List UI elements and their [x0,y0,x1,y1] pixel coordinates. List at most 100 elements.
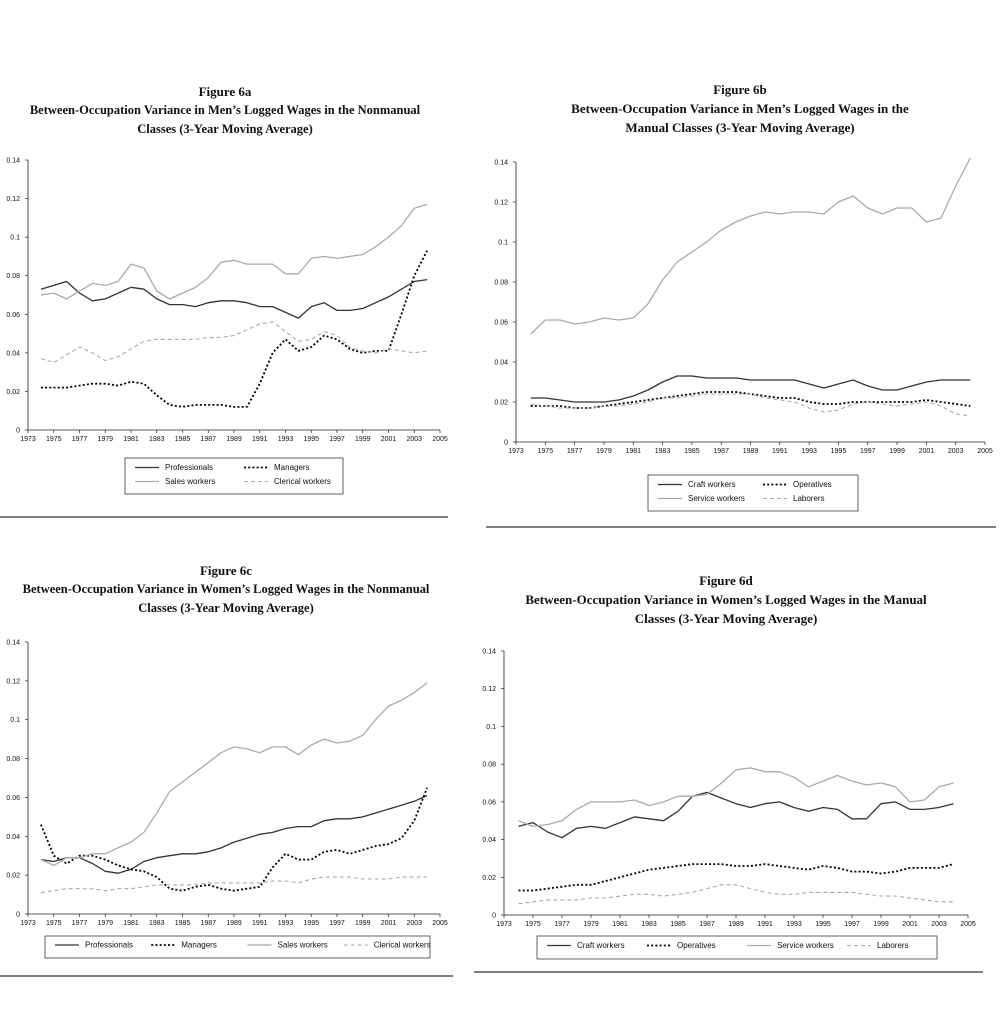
series-line-clerical-workers [40,321,428,364]
x-tick-label: 1999 [355,920,371,927]
x-tick-label: 1997 [329,920,345,927]
x-tick-label: 2001 [381,920,397,927]
legend-label: Craft workers [688,480,736,489]
y-tick-label: 0 [16,912,20,919]
x-tick-label: 1989 [728,921,744,928]
x-tick-label: 2005 [432,920,448,927]
x-tick-label: 2005 [432,436,448,443]
y-tick-label: 0.04 [482,837,496,844]
x-tick-label: 1973 [496,921,512,928]
y-tick-label: 0.08 [6,756,20,763]
y-tick-label: 0.12 [6,678,20,685]
y-tick-label: 0.02 [6,389,20,396]
series-line-managers [40,787,428,892]
x-tick-label: 1977 [554,921,570,928]
legend-label: Laborers [877,941,909,950]
legend-label: Managers [181,941,217,950]
x-tick-label: 2003 [406,436,422,443]
x-tick-label: 1973 [20,920,36,927]
chart-0: 0 0.02 0.04 0.06 0.08 0.1 0.12 0.14 1973 1975 1977… [0,158,448,518]
x-tick-label: 2003 [406,920,422,927]
x-tick-label: 1995 [815,921,831,928]
x-tick-label: 1977 [567,448,583,455]
y-tick-label: 0.14 [6,158,20,165]
y-tick-label: 0.04 [6,350,20,357]
x-tick-label: 1989 [743,448,759,455]
x-tick-label: 1987 [699,921,715,928]
x-tick-label: 1995 [831,448,847,455]
x-tick-label: 2001 [381,436,397,443]
series-line-service-workers [518,767,954,828]
y-tick-label: 0.08 [6,273,20,280]
legend-box [44,935,431,959]
x-tick-label: 1999 [355,436,371,443]
y-tick-label: 0.06 [6,795,20,802]
series-line-craft-workers [518,791,954,839]
x-tick-label: 2003 [931,921,947,928]
x-tick-label: 1989 [226,920,242,927]
series-line-laborers [530,393,971,417]
x-tick-label: 1999 [889,448,905,455]
x-tick-label: 1983 [149,920,165,927]
x-tick-label: 1987 [200,920,216,927]
series-line-laborers [518,884,954,905]
series-line-sales-workers [40,203,428,300]
x-tick-label: 1995 [303,436,319,443]
x-tick-label: 1979 [97,920,113,927]
x-tick-label: 1973 [508,448,524,455]
chart-3: 0 0.02 0.04 0.06 0.08 0.1 0.12 0.14 1973 1975 1977… [474,649,983,973]
y-tick-label: 0.12 [494,200,508,207]
x-tick-label: 1987 [713,448,729,455]
series-line-operatives [518,863,954,892]
legend-label: Managers [274,463,310,472]
y-tick-label: 0.1 [486,724,496,731]
legend-box [536,935,938,960]
x-tick-label: 1979 [583,921,599,928]
x-tick-label: 1977 [72,436,88,443]
x-tick-label: 1977 [72,920,88,927]
series-line-professionals [40,794,428,874]
y-tick-label: 0.08 [482,762,496,769]
y-tick-label: 0 [16,428,20,435]
x-tick-label: 1979 [97,436,113,443]
x-tick-label: 2003 [948,448,964,455]
legend-label: Professionals [165,463,213,472]
y-tick-label: 0.14 [494,160,508,167]
series-line-craft-workers [530,375,971,403]
x-tick-label: 1975 [46,436,62,443]
legend-label: Professionals [85,941,133,950]
x-tick-label: 1975 [538,448,554,455]
x-tick-label: 1993 [278,920,294,927]
legend-label: Operatives [793,480,832,489]
series-line-service-workers [530,157,971,335]
x-tick-label: 1997 [329,436,345,443]
x-tick-label: 2005 [977,448,993,455]
legend-box [124,457,344,495]
x-tick-label: 1983 [641,921,657,928]
y-tick-label: 0.14 [6,640,20,647]
series-line-clerical-workers [40,876,428,894]
x-tick-label: 2001 [902,921,918,928]
legend-label: Service workers [688,494,745,503]
y-tick-label: 0.02 [482,875,496,882]
x-tick-label: 1981 [123,436,139,443]
legend-label: Laborers [793,494,825,503]
y-tick-label: 0.06 [6,312,20,319]
y-tick-label: 0.1 [10,235,20,242]
x-tick-label: 1991 [252,436,268,443]
x-tick-label: 1983 [655,448,671,455]
legend-box [647,474,859,512]
x-tick-label: 1993 [278,436,294,443]
legend-label: Clerical workers [274,477,331,486]
x-tick-label: 1981 [612,921,628,928]
x-tick-label: 2005 [960,921,976,928]
x-tick-label: 1987 [200,436,216,443]
x-tick-label: 1993 [786,921,802,928]
legend-label: Sales workers [278,941,328,950]
y-tick-label: 0.12 [482,686,496,693]
x-tick-label: 1989 [226,436,242,443]
y-tick-label: 0.08 [494,280,508,287]
series-line-professionals [40,278,428,319]
y-tick-label: 0.04 [6,834,20,841]
